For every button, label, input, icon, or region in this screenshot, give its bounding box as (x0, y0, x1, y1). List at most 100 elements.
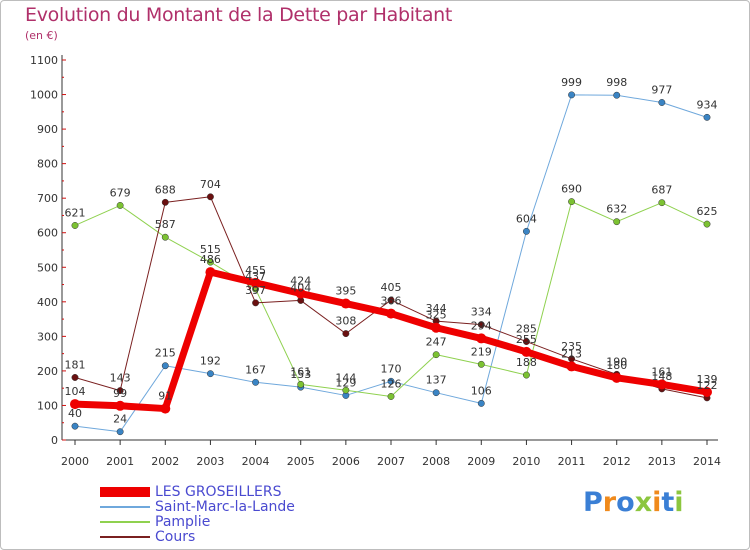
data-label-0: 395 (335, 285, 356, 298)
data-point-1 (477, 399, 485, 407)
data-point-1 (252, 378, 260, 386)
data-label-3: 688 (155, 183, 176, 196)
y-tick-label: 600 (37, 227, 58, 240)
data-label-1: 215 (155, 347, 176, 360)
x-tick-label: 2007 (377, 455, 405, 468)
data-label-2: 690 (561, 183, 582, 196)
x-tick-label: 2013 (648, 455, 676, 468)
x-tick-label: 2003 (196, 455, 224, 468)
data-label-3: 190 (606, 355, 627, 368)
logo-letter: t (661, 487, 675, 518)
data-label-0: 213 (561, 347, 582, 360)
x-tick-label: 2006 (332, 455, 360, 468)
data-label-2: 144 (335, 371, 356, 384)
x-tick-label: 2010 (512, 455, 540, 468)
legend-label: Cours (155, 529, 196, 545)
chart-title: Evolution du Montant de la Dette par Hab… (25, 4, 453, 26)
data-point-2 (116, 201, 124, 209)
x-tick-label: 2005 (287, 455, 315, 468)
data-point-2 (522, 371, 530, 379)
data-label-3: 122 (697, 379, 718, 392)
logo-letter: r (602, 487, 617, 518)
data-label-0: 294 (471, 319, 492, 332)
legend-label: Saint-Marc-la-Lande (155, 499, 295, 515)
x-tick-label: 2002 (151, 455, 179, 468)
y-tick-label: 100 (37, 399, 58, 412)
data-label-2: 437 (245, 270, 266, 283)
x-tick-label: 2001 (106, 455, 134, 468)
data-point-0 (115, 400, 126, 411)
data-label-1: 999 (561, 76, 582, 89)
data-label-2: 587 (155, 218, 176, 231)
x-tick-label: 2009 (467, 455, 495, 468)
data-point-1 (568, 91, 576, 99)
x-tick-label: 2012 (603, 455, 631, 468)
data-point-2 (432, 351, 440, 359)
data-point-0 (250, 277, 261, 288)
data-label-3: 235 (561, 340, 582, 353)
y-tick-label: 200 (37, 365, 58, 378)
data-label-0: 486 (200, 253, 221, 266)
data-point-0 (656, 379, 667, 390)
data-point-0 (205, 267, 216, 278)
legend-swatch (100, 536, 150, 538)
x-tick-label: 2004 (242, 455, 270, 468)
legend-label: LES GROSEILLERS (155, 484, 282, 500)
data-point-3 (116, 387, 124, 395)
data-label-3: 148 (651, 370, 672, 383)
legend-swatch (100, 506, 150, 508)
data-point-1 (116, 428, 124, 436)
data-label-2: 188 (516, 356, 537, 369)
data-label-2: 625 (697, 205, 718, 218)
data-label-1: 604 (516, 212, 537, 225)
data-point-0 (702, 386, 712, 397)
data-point-0 (521, 346, 532, 357)
y-tick-label: 1000 (30, 89, 58, 102)
data-point-2 (71, 222, 79, 229)
data-point-2 (342, 386, 350, 394)
data-label-3: 285 (516, 323, 537, 336)
data-label-3: 143 (110, 372, 131, 385)
data-label-0: 366 (381, 295, 402, 308)
data-label-3: 404 (290, 281, 311, 294)
data-label-1: 998 (606, 76, 627, 89)
data-point-2 (568, 198, 576, 206)
proxiti-logo: Proxiti (583, 487, 684, 518)
data-point-2 (477, 360, 485, 368)
data-point-3 (387, 296, 395, 304)
data-point-3 (252, 299, 260, 307)
data-label-0: 255 (516, 333, 537, 346)
data-label-0: 455 (245, 264, 266, 277)
data-point-2 (206, 258, 214, 266)
data-label-0: 99 (113, 387, 127, 400)
data-label-2: 679 (110, 186, 131, 199)
data-label-1: 24 (113, 413, 127, 426)
data-point-1 (387, 377, 395, 385)
data-point-0 (431, 322, 442, 333)
data-label-1: 137 (426, 374, 447, 387)
data-label-1: 977 (651, 83, 672, 96)
data-point-0 (340, 298, 351, 309)
x-tick-label: 2014 (693, 455, 721, 468)
data-label-2: 515 (200, 243, 221, 256)
data-label-0: 161 (651, 365, 672, 378)
y-tick-label: 800 (37, 158, 58, 171)
y-tick-label: 900 (37, 123, 58, 136)
data-point-0 (476, 333, 487, 344)
data-point-1 (658, 99, 666, 106)
data-label-1: 40 (68, 407, 82, 420)
data-label-2: 247 (426, 336, 447, 349)
data-label-3: 344 (426, 302, 447, 315)
data-point-0 (386, 308, 396, 319)
data-point-2 (658, 199, 666, 207)
data-point-1 (522, 227, 530, 235)
data-label-3: 334 (471, 306, 492, 319)
data-point-1 (161, 362, 169, 370)
data-point-2 (613, 218, 621, 226)
data-label-1: 934 (697, 98, 718, 111)
data-point-2 (161, 233, 169, 241)
data-label-0: 180 (606, 359, 627, 372)
data-point-1 (71, 422, 79, 430)
